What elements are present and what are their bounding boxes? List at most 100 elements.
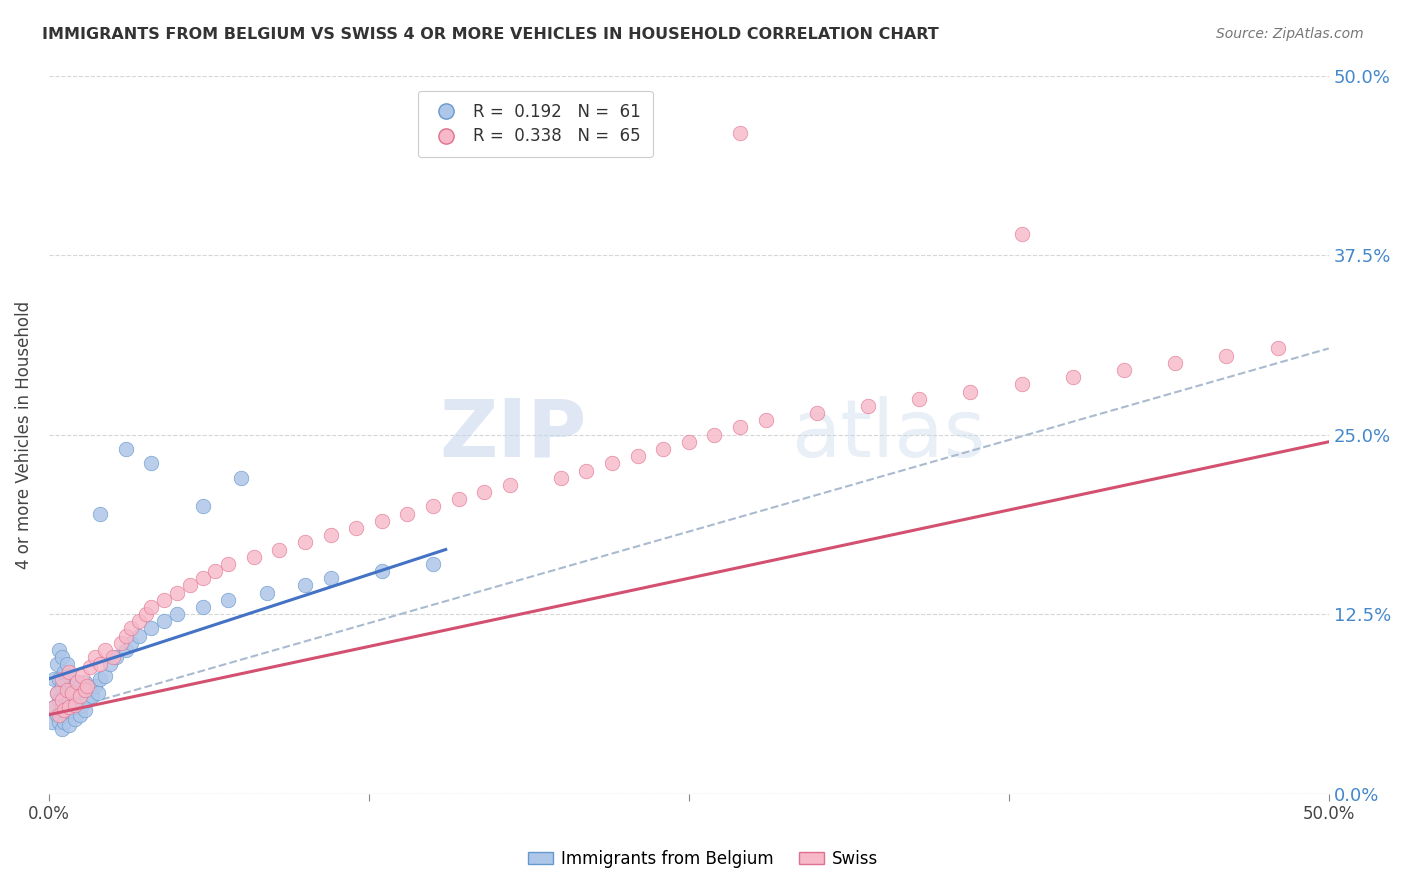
Point	[63, 686, 86, 700]
Point	[51, 679, 73, 693]
Point	[153, 615, 176, 629]
Point	[69, 679, 91, 693]
Legend: Immigrants from Belgium, Swiss: Immigrants from Belgium, Swiss	[522, 844, 884, 875]
Point	[153, 592, 176, 607]
Point	[1112, 363, 1135, 377]
Point	[856, 399, 879, 413]
Point	[56, 683, 79, 698]
Point	[499, 478, 522, 492]
Point	[45, 686, 67, 700]
Point	[48, 707, 70, 722]
Point	[79, 683, 101, 698]
Point	[141, 622, 163, 636]
Point	[166, 585, 188, 599]
Point	[370, 514, 392, 528]
Text: ZIP: ZIP	[439, 395, 586, 474]
Point	[728, 126, 751, 140]
Point	[48, 714, 70, 729]
Point	[66, 674, 89, 689]
Point	[652, 442, 675, 456]
Point	[550, 471, 572, 485]
Point	[48, 643, 70, 657]
Point	[575, 463, 598, 477]
Point	[53, 714, 76, 729]
Point	[42, 700, 65, 714]
Point	[1011, 377, 1033, 392]
Point	[128, 615, 150, 629]
Point	[370, 564, 392, 578]
Point	[51, 672, 73, 686]
Point	[422, 500, 444, 514]
Point	[70, 669, 93, 683]
Point	[191, 571, 214, 585]
Point	[73, 683, 96, 698]
Point	[84, 679, 107, 693]
Point	[319, 571, 342, 585]
Point	[51, 650, 73, 665]
Point	[217, 592, 239, 607]
Point	[1215, 349, 1237, 363]
Point	[294, 535, 316, 549]
Point	[422, 557, 444, 571]
Point	[600, 456, 623, 470]
Point	[70, 698, 93, 712]
Point	[908, 392, 931, 406]
Point	[217, 557, 239, 571]
Point	[135, 607, 157, 621]
Point	[51, 722, 73, 736]
Point	[294, 578, 316, 592]
Point	[60, 679, 83, 693]
Point	[104, 650, 127, 665]
Point	[1011, 227, 1033, 241]
Point	[63, 698, 86, 712]
Point	[114, 442, 136, 456]
Point	[120, 622, 142, 636]
Point	[53, 703, 76, 717]
Point	[42, 700, 65, 714]
Point	[63, 712, 86, 726]
Point	[56, 683, 79, 698]
Point	[1164, 356, 1187, 370]
Point	[755, 413, 778, 427]
Point	[472, 485, 495, 500]
Text: atlas: atlas	[792, 395, 986, 474]
Point	[53, 689, 76, 703]
Point	[51, 700, 73, 714]
Point	[141, 599, 163, 614]
Point	[56, 657, 79, 672]
Point	[86, 686, 108, 700]
Point	[229, 471, 252, 485]
Point	[45, 686, 67, 700]
Point	[204, 564, 226, 578]
Point	[45, 707, 67, 722]
Point	[48, 693, 70, 707]
Legend: R =  0.192   N =  61, R =  0.338   N =  65: R = 0.192 N = 61, R = 0.338 N = 65	[418, 91, 652, 157]
Point	[58, 700, 80, 714]
Point	[396, 507, 419, 521]
Point	[242, 549, 264, 564]
Point	[42, 672, 65, 686]
Point	[45, 657, 67, 672]
Point	[128, 629, 150, 643]
Point	[66, 700, 89, 714]
Point	[82, 689, 104, 703]
Point	[110, 636, 132, 650]
Point	[447, 492, 470, 507]
Point	[94, 669, 117, 683]
Point	[60, 686, 83, 700]
Point	[269, 542, 291, 557]
Point	[191, 500, 214, 514]
Point	[94, 643, 117, 657]
Point	[66, 674, 89, 689]
Point	[69, 689, 91, 703]
Point	[1062, 370, 1084, 384]
Point	[114, 643, 136, 657]
Y-axis label: 4 or more Vehicles in Household: 4 or more Vehicles in Household	[15, 301, 32, 569]
Text: IMMIGRANTS FROM BELGIUM VS SWISS 4 OR MORE VEHICLES IN HOUSEHOLD CORRELATION CHA: IMMIGRANTS FROM BELGIUM VS SWISS 4 OR MO…	[42, 27, 939, 42]
Point	[319, 528, 342, 542]
Point	[114, 629, 136, 643]
Text: Source: ZipAtlas.com: Source: ZipAtlas.com	[1216, 27, 1364, 41]
Point	[89, 672, 111, 686]
Point	[100, 657, 122, 672]
Point	[959, 384, 981, 399]
